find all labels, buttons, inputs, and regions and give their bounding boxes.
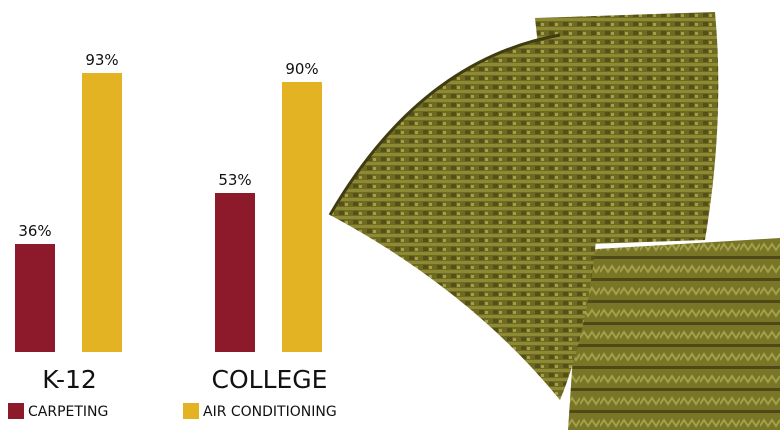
- carpet-image: [328, 12, 780, 430]
- legend-swatch: [183, 403, 199, 419]
- category-label: COLLEGE: [212, 365, 328, 394]
- legend-swatch: [8, 403, 24, 419]
- bar: [282, 82, 322, 352]
- carpet-fold: [330, 35, 599, 400]
- carpet-roll-front: [568, 238, 780, 430]
- carpet-edge: [328, 33, 561, 216]
- category-label: K-12: [42, 365, 97, 394]
- value-label: 93%: [85, 51, 118, 69]
- legend-label: CARPETING: [28, 404, 108, 420]
- value-label: 90%: [285, 60, 318, 78]
- bar: [82, 73, 122, 352]
- bar: [215, 193, 255, 352]
- legend-label: AIR CONDITIONING: [203, 404, 337, 420]
- value-label: 53%: [218, 171, 251, 189]
- value-label: 36%: [18, 222, 51, 240]
- bar: [15, 244, 55, 352]
